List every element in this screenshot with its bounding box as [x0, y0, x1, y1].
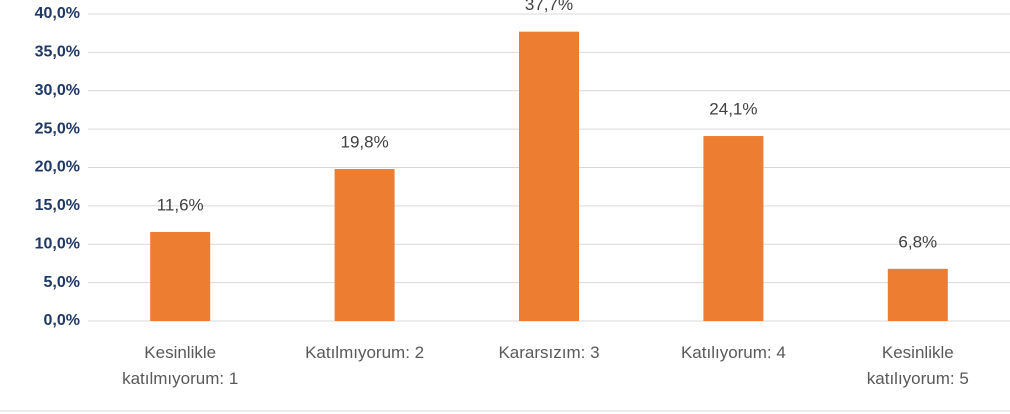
y-tick-label: 25,0%: [35, 120, 80, 137]
x-tick-label: Kararsızım: 3: [498, 343, 600, 362]
bar: [703, 136, 764, 321]
y-tick-label: 20,0%: [35, 159, 80, 176]
value-label: 11,6%: [157, 195, 204, 214]
x-tick-label: Kesinlikle katılıyorum: 5: [866, 343, 969, 388]
value-label: 6,8%: [898, 232, 937, 251]
y-tick-label: 30,0%: [35, 82, 80, 99]
value-label: 19,8%: [340, 133, 388, 152]
bar: [887, 268, 948, 321]
bar: [519, 31, 579, 322]
x-tick-label: Katılmıyorum: 2: [305, 343, 425, 362]
y-tick-label: 15,0%: [35, 197, 80, 214]
bar: [334, 169, 395, 321]
x-tick-label: Katılıyorum: 4: [680, 343, 786, 362]
y-tick-label: 40,0%: [35, 5, 80, 22]
value-label: 37,7%: [525, 0, 573, 14]
value-label: 24,1%: [709, 100, 757, 119]
y-tick-label: 10,0%: [35, 235, 80, 252]
y-tick-label: 0,0%: [44, 312, 80, 329]
x-tick-label: Kesinlikle katılmıyorum: 1: [122, 343, 239, 388]
y-tick-label: 5,0%: [44, 274, 80, 291]
y-tick-label: 35,0%: [35, 44, 80, 61]
bar: [150, 231, 211, 321]
